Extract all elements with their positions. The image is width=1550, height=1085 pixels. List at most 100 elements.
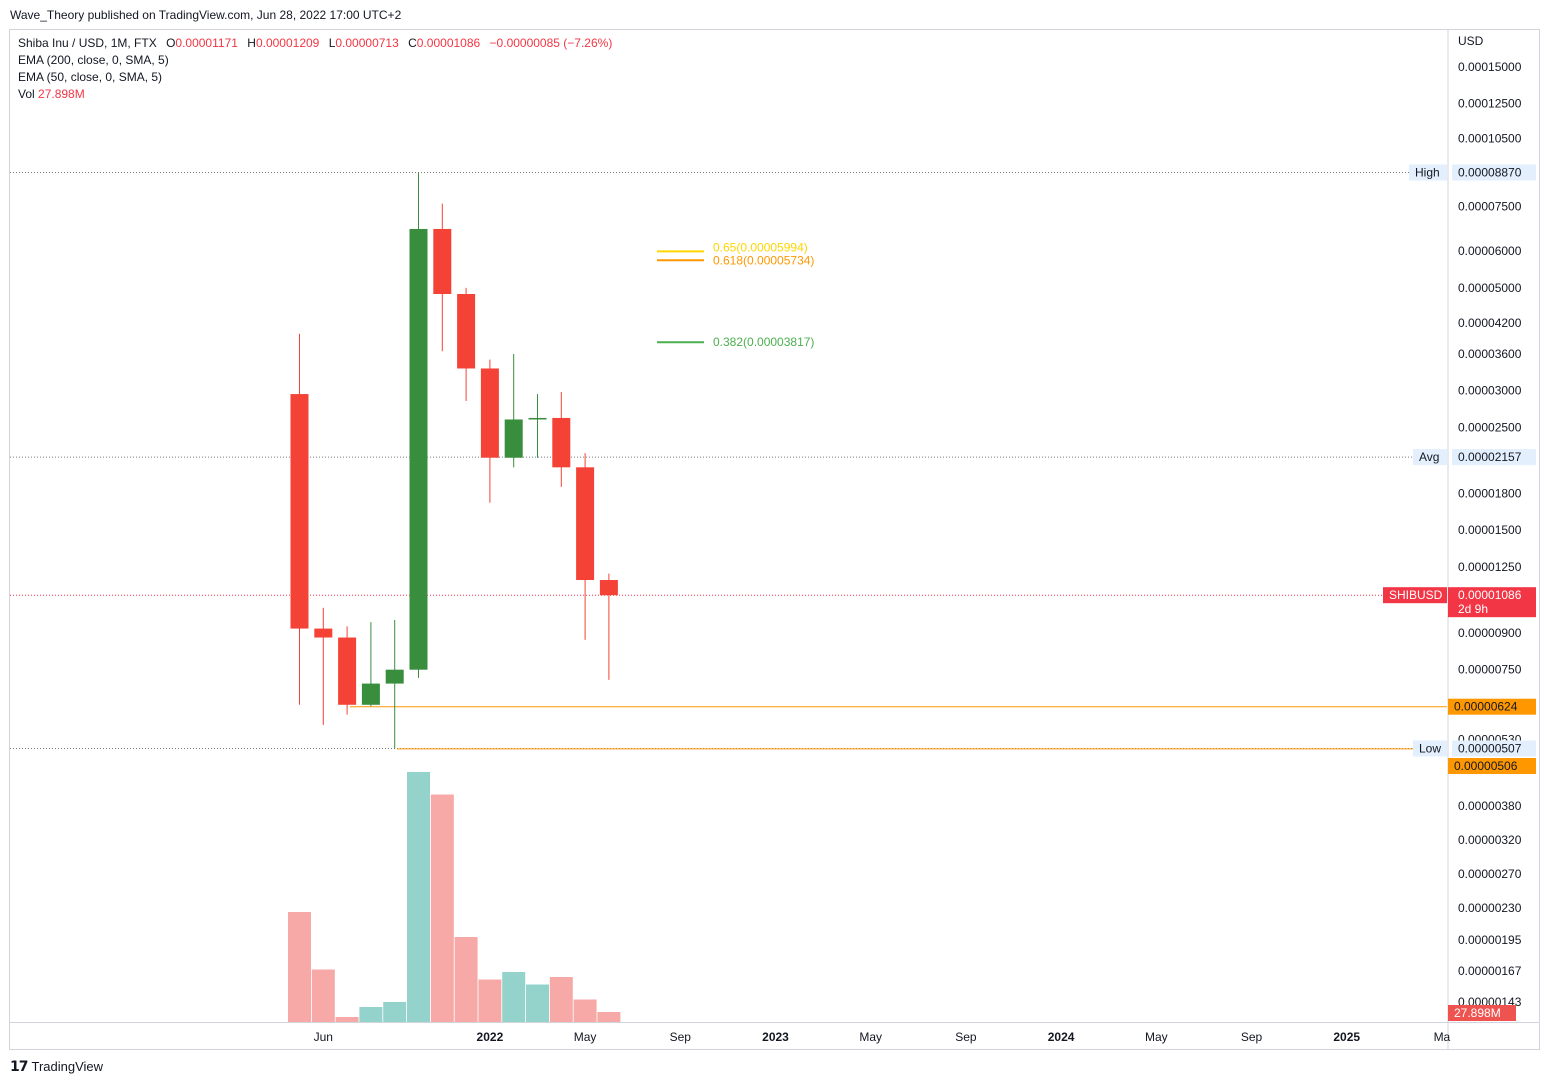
volume-bar [502,972,526,1022]
candle-body [457,294,476,369]
high-value: 0.00001209 [255,36,320,50]
volume-tick-label: 0.00000230 [1458,901,1522,915]
volume-bar [311,969,335,1022]
fibonacci-level-label: 0.65(0.00005994) [713,240,808,254]
volume-tick-label: 0.00000195 [1458,933,1522,947]
volume-bar [430,794,454,1022]
candle-body [338,637,357,705]
open-label: O [166,36,176,50]
axis-currency-label: USD [1458,34,1484,48]
price-tick-label: 0.00000750 [1458,663,1522,677]
low-value-badge-bg [1452,740,1536,757]
time-tick-label: 2022 [477,1030,504,1044]
candle-body [314,628,333,638]
high-value-badge-bg [1452,164,1536,181]
price-tick-label: 0.00001500 [1458,523,1522,537]
candle-body [290,394,309,629]
price-tick-label: 0.00002500 [1458,420,1522,434]
volume-bar [407,772,430,1022]
fibonacci-level-label: 0.618(0.00005734) [713,253,814,267]
time-tick-label: Sep [670,1030,692,1044]
publisher-line: Wave_Theory published on TradingView.com… [10,8,402,22]
candle-body [504,419,523,458]
volume-value-badge: 27.898M [1454,1006,1501,1020]
price-tick-label: 0.00010500 [1458,132,1522,146]
volume-bar [549,977,573,1022]
volume-bar [526,984,549,1022]
footer-brand: TradingView [31,1059,104,1074]
volume-tick-label: 0.00000270 [1458,867,1522,881]
price-tick-label: 0.00001800 [1458,486,1522,500]
price-tick-label: 0.00005000 [1458,281,1522,295]
avg-value-badge-bg [1452,449,1536,466]
legend-ema200[interactable]: EMA (200, close, 0, SMA, 5) [18,53,169,67]
low-value: 0.00000713 [335,36,399,50]
legend-volume[interactable]: Vol 27.898M [18,86,612,103]
time-tick-label: May [574,1030,597,1044]
volume-bar [478,979,502,1022]
price-tick-label: 0.00000900 [1458,626,1522,640]
support-upper-badge-bg [1448,698,1536,715]
low-value-badge: 0.00000507 [1458,742,1522,756]
price-tick-label: 0.00006000 [1458,244,1522,258]
low-tag: Low [1419,742,1441,756]
time-tick-label: 2025 [1333,1030,1360,1044]
volume-bar [573,999,597,1022]
volume-label: Vol [18,87,35,101]
volume-tick-label: 0.00000167 [1458,964,1522,978]
last-price-badge-bg [1448,587,1536,618]
high-value-badge: 0.00008870 [1458,166,1522,180]
candle-body [361,683,380,705]
legend-ema50[interactable]: EMA (50, close, 0, SMA, 5) [18,70,163,84]
low-tag-bg [1413,740,1447,757]
time-tick-label: May [859,1030,882,1044]
time-tick-label: Ma [1434,1030,1451,1044]
chart-frame [9,29,1540,1050]
symbol-tag-bg [1383,587,1447,604]
volume-bar [288,912,311,1022]
volume-value: 27.898M [38,87,85,101]
volume-bar [359,1007,383,1022]
support-upper-badge: 0.00000624 [1454,700,1518,714]
price-tick-label: 0.00007500 [1458,199,1522,213]
time-tick-label: 2023 [762,1030,789,1044]
high-tag-bg [1409,164,1447,181]
close-value: 0.00001086 [416,36,481,50]
time-tick-label: Sep [955,1030,977,1044]
price-tick-label: 0.00001250 [1458,560,1522,574]
avg-tag: Avg [1419,450,1439,464]
time-tick-label: Jun [314,1030,333,1044]
candle-body [480,368,499,458]
avg-tag-bg [1413,449,1447,466]
avg-value-badge: 0.00002157 [1458,450,1522,464]
price-tick-label: 0.00004200 [1458,316,1522,330]
footer: 𝟭𝟳 TradingView [10,1058,103,1075]
time-tick-label: 2024 [1048,1030,1075,1044]
price-tick-label: 0.00015000 [1458,60,1522,74]
tradingview-logo-icon: 𝟭𝟳 [10,1058,29,1074]
price-tick-label: 0.00012500 [1458,96,1522,110]
volume-bar [597,1012,621,1022]
chart-legend: Shiba Inu / USD, 1M, FTX O0.00001171 H0.… [18,35,612,103]
symbol-name: Shiba Inu / USD, 1M, FTX [18,36,157,50]
candle-body [409,228,428,670]
low-label: L [328,36,336,50]
symbol-tag: SHIBUSD [1389,588,1443,602]
candle-body [599,580,618,596]
support-lower-badge-bg [1448,758,1536,774]
candle-body [433,228,452,295]
fibonacci-level-label: 0.382(0.00003817) [713,335,814,349]
last-price-countdown: 2d 9h [1458,602,1488,616]
volume-bar [383,1002,407,1022]
candle-body [385,669,404,684]
close-label: C [408,36,417,50]
candle-body [528,417,547,420]
price-tick-label: 0.00003600 [1458,347,1522,361]
open-value: 0.00001171 [175,36,238,50]
candle-body [576,467,595,581]
candle-body [552,417,571,468]
volume-bar [335,1017,359,1022]
legend-symbol-row[interactable]: Shiba Inu / USD, 1M, FTX O0.00001171 H0.… [18,35,612,52]
volume-tick-label: 0.00000320 [1458,833,1522,847]
